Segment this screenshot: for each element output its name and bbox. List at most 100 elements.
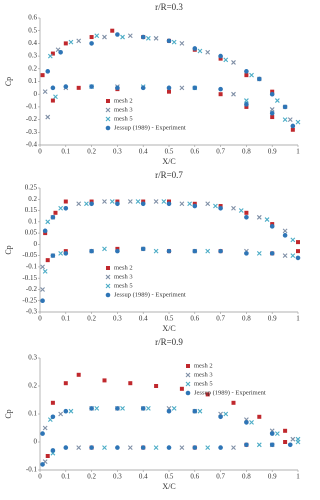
x-tick-label: 0.8 <box>242 473 251 481</box>
point <box>218 53 223 59</box>
point <box>127 199 133 204</box>
point <box>50 414 56 420</box>
legend-marker <box>185 381 191 387</box>
y-tick-label: 0.15 <box>25 206 38 214</box>
point <box>223 411 229 417</box>
x-tick-label: 0.6 <box>190 473 199 481</box>
point <box>63 251 69 256</box>
point <box>166 408 172 414</box>
point <box>282 228 288 234</box>
point <box>166 248 172 254</box>
x-tick-label: 0.8 <box>242 148 251 156</box>
point <box>290 253 296 259</box>
point <box>218 86 223 92</box>
y-tick-label: 0.05 <box>25 229 38 237</box>
point <box>179 41 185 46</box>
point <box>205 49 211 55</box>
y-tick-label: 0.3 <box>28 52 37 60</box>
x-axis-label: X/C <box>162 157 175 166</box>
point <box>166 445 172 450</box>
x-tick-label: 0.5 <box>165 315 174 323</box>
point <box>269 91 275 97</box>
point <box>269 110 275 116</box>
x-tick-label: 0.4 <box>139 148 148 156</box>
point <box>274 98 280 103</box>
legend-marker <box>105 292 111 298</box>
legend-marker <box>106 266 110 270</box>
point <box>76 445 82 450</box>
legend-label: Jessup (1989) - Experiment <box>114 124 186 131</box>
point <box>53 210 58 215</box>
point <box>89 201 94 207</box>
y-tick-label: 0 <box>34 240 38 248</box>
point <box>63 205 69 211</box>
point <box>192 248 198 254</box>
point <box>205 392 210 397</box>
point <box>89 445 94 450</box>
point <box>264 217 270 222</box>
x-tick-label: 0.5 <box>165 148 174 156</box>
point <box>244 104 249 109</box>
y-axis-label: Cp <box>4 77 13 86</box>
point <box>244 215 249 220</box>
point <box>127 33 133 39</box>
point <box>257 76 262 82</box>
point <box>213 203 218 209</box>
point <box>42 269 48 274</box>
y-tick-label: 0.1 <box>28 217 37 225</box>
point <box>89 35 94 40</box>
point <box>40 298 45 304</box>
x-tick-label: 0 <box>38 148 42 156</box>
y-tick-label: 0 <box>34 90 38 98</box>
point <box>197 48 203 54</box>
point <box>290 237 296 243</box>
point <box>244 102 249 107</box>
x-tick-label: 0.1 <box>61 315 70 323</box>
point <box>282 233 288 238</box>
x-tick-label: 0.1 <box>61 473 70 481</box>
point <box>231 205 236 211</box>
x-tick-label: 0 <box>38 473 42 481</box>
point <box>282 253 288 259</box>
point <box>50 85 56 91</box>
point <box>115 445 120 450</box>
point <box>231 91 236 97</box>
point <box>89 41 94 46</box>
point <box>231 445 236 450</box>
point <box>231 400 236 405</box>
legend-label: mesh 3 <box>114 106 133 113</box>
chart-title: r/R=0.7 <box>155 170 183 180</box>
point <box>205 201 211 207</box>
point <box>40 73 45 78</box>
legend-marker <box>185 372 191 378</box>
point <box>42 89 48 95</box>
point <box>140 406 146 411</box>
x-axis-label: X/C <box>162 482 175 491</box>
y-tick-label: 0.5 <box>28 26 37 34</box>
point <box>110 28 115 33</box>
x-tick-label: 0.4 <box>139 473 148 481</box>
point <box>68 408 74 414</box>
point <box>282 117 288 122</box>
y-tick-label: -0.3 <box>26 308 38 316</box>
point <box>244 442 249 448</box>
point <box>197 408 203 414</box>
y-tick-label: 0.2 <box>28 195 37 203</box>
point <box>140 34 146 40</box>
point <box>40 462 45 467</box>
point <box>244 69 249 74</box>
point <box>84 201 89 207</box>
point <box>50 51 55 56</box>
point <box>45 69 51 74</box>
x-tick-label: 0.9 <box>268 148 277 156</box>
point <box>50 400 55 405</box>
y-tick-label: -0.25 <box>22 296 37 304</box>
point <box>244 98 249 103</box>
point <box>63 381 68 386</box>
legend-marker <box>105 274 111 280</box>
legend-marker <box>105 107 111 113</box>
point <box>269 442 275 448</box>
point <box>89 406 94 411</box>
point <box>58 411 64 417</box>
x-axis-label: X/C <box>162 324 175 333</box>
